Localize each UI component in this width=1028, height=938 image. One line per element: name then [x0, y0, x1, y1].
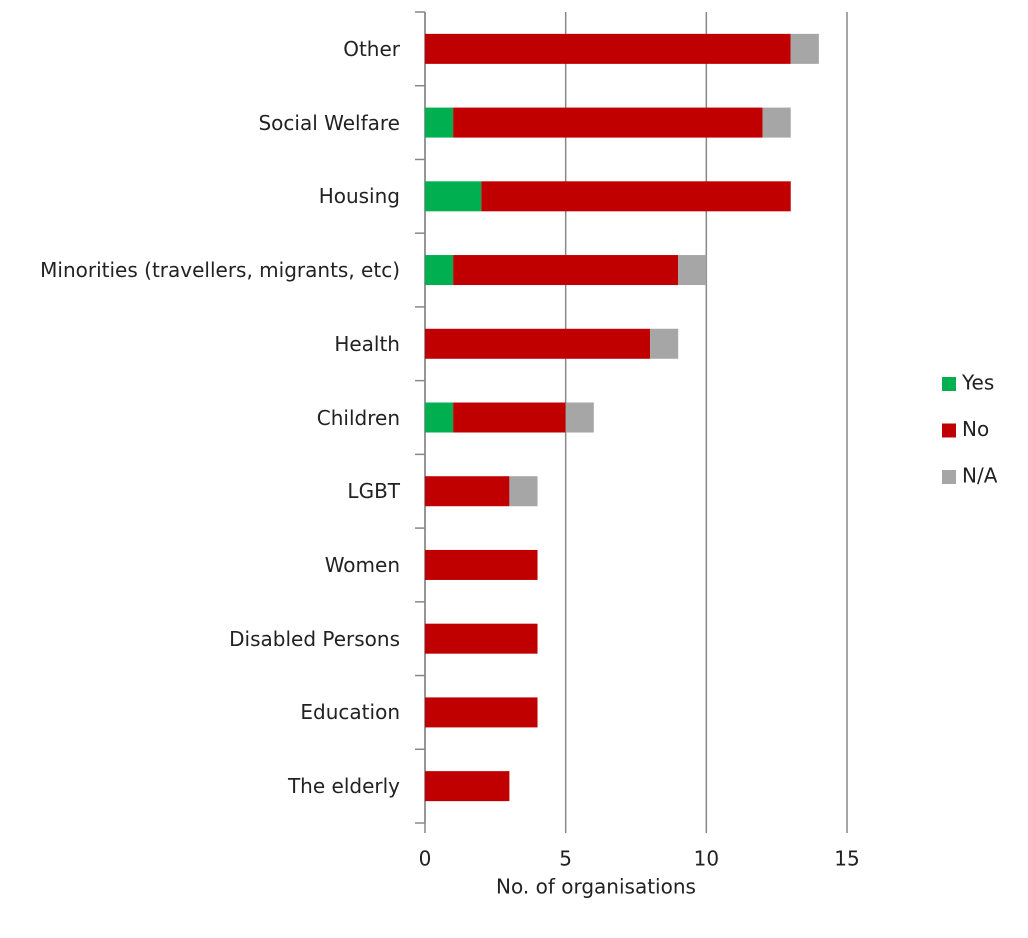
bar-segment [425, 549, 538, 580]
bar-segment [453, 402, 566, 433]
y-tick-label: Women [324, 552, 400, 577]
y-tick-label: Education [300, 700, 400, 725]
y-tick-label: Children [316, 405, 400, 430]
legend-swatch [942, 470, 956, 484]
legend-label: Yes [961, 371, 994, 395]
bar-segment [453, 107, 763, 138]
legend-swatch [942, 377, 956, 391]
bar-segment [481, 181, 791, 212]
legend-label: N/A [962, 464, 998, 488]
legend-label: No [962, 417, 989, 441]
y-tick-label: Housing [318, 184, 400, 209]
y-tick-label: Health [334, 331, 400, 356]
y-tick-label: Social Welfare [258, 110, 400, 135]
bar-segment [453, 255, 679, 286]
bar-segment [509, 476, 538, 507]
bar-segment [425, 476, 510, 507]
bar-segment [425, 328, 651, 359]
y-tick-label: Other [343, 36, 400, 61]
legend-swatch [942, 423, 956, 438]
bar-segment [425, 107, 454, 138]
y-tick-label: LGBT [347, 479, 400, 504]
bar-segment [678, 255, 707, 286]
bar-segment [425, 402, 454, 433]
x-axis-title: No. of organisations [496, 875, 696, 899]
bar-segment [425, 697, 538, 728]
bar-segment [425, 33, 791, 64]
bar-segment [565, 402, 594, 433]
bar-segment [425, 181, 482, 212]
x-tick-label: 5 [559, 847, 572, 871]
x-tick-label: 10 [694, 847, 719, 871]
bar-segment [650, 328, 679, 359]
bar-segment [425, 255, 454, 286]
bar-segment [425, 771, 510, 802]
x-tick-label: 15 [834, 847, 859, 871]
bar-segment [425, 623, 538, 654]
bar-segment [762, 107, 791, 138]
y-tick-label: The elderly [287, 774, 400, 799]
y-tick-label: Minorities (travellers, migrants, etc) [40, 258, 400, 283]
y-tick-label: Disabled Persons [229, 626, 400, 651]
x-tick-label: 0 [419, 847, 432, 871]
bar-segment [790, 33, 819, 64]
